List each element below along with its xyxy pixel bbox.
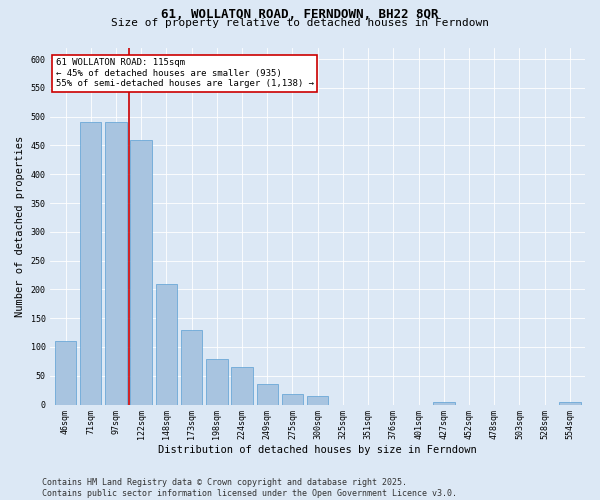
Bar (232, 367, 253, 405)
Text: Contains HM Land Registry data © Crown copyright and database right 2025.
Contai: Contains HM Land Registry data © Crown c… (42, 478, 457, 498)
Text: Size of property relative to detached houses in Ferndown: Size of property relative to detached ho… (111, 18, 489, 28)
Bar (206, 358, 227, 405)
X-axis label: Distribution of detached houses by size in Ferndown: Distribution of detached houses by size … (158, 445, 477, 455)
Text: 61 WOLLATON ROAD: 115sqm
← 45% of detached houses are smaller (935)
55% of semi-: 61 WOLLATON ROAD: 115sqm ← 45% of detach… (56, 58, 314, 88)
Bar (130, 140, 152, 404)
Bar (105, 122, 127, 404)
Bar (155, 284, 177, 405)
Bar (559, 402, 581, 404)
Text: 61, WOLLATON ROAD, FERNDOWN, BH22 8QR: 61, WOLLATON ROAD, FERNDOWN, BH22 8QR (161, 8, 439, 20)
Bar (282, 394, 303, 404)
Bar (433, 402, 455, 404)
Bar (257, 384, 278, 404)
Y-axis label: Number of detached properties: Number of detached properties (15, 136, 25, 316)
Bar (181, 330, 202, 404)
Bar (55, 341, 76, 404)
Bar (80, 122, 101, 404)
Bar (307, 396, 328, 404)
